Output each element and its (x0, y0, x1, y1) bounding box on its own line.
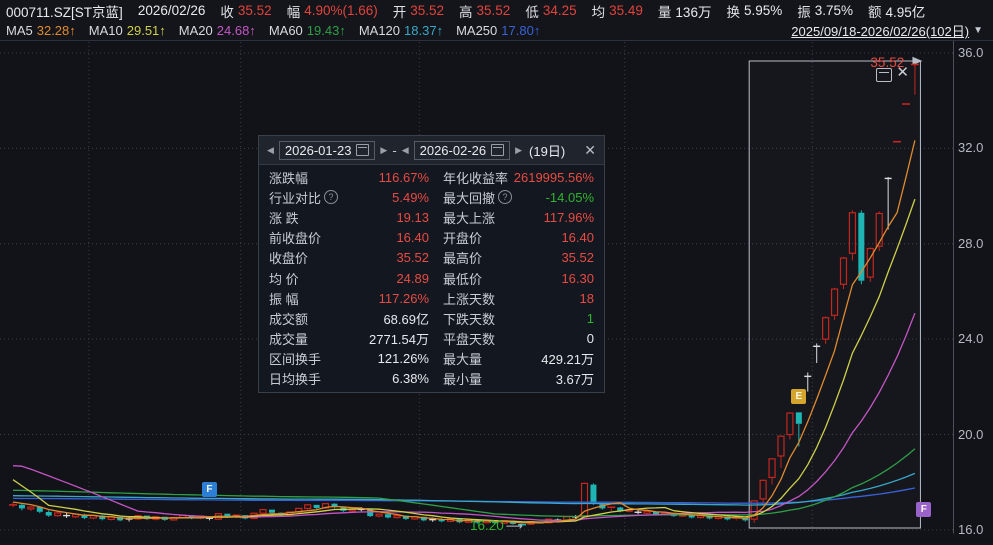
stats-row: 区间换手 121.26% 最大量 429.21万 (269, 351, 594, 368)
panel-body: 涨跌幅 116.67% 年化收益率 2619995.56% 行业对比? 5.49% 最大回撤… (259, 165, 604, 392)
quote-field: 量 136万 (657, 4, 712, 20)
quote-field: 幅 4.90%(1.66) (286, 3, 378, 20)
quote-field: 低 34.25 (525, 3, 577, 20)
calendar-icon (491, 144, 505, 156)
quote-field: 换 5.95% (726, 3, 783, 20)
quote-field: 收 35.52 (220, 3, 272, 20)
save-range-icon[interactable] (876, 68, 893, 82)
date-range-selector[interactable]: 2025/09/18-2026/02/26(102日) ▼ (791, 21, 983, 40)
ma-indicator[interactable]: MA60 19.43↑ (268, 23, 346, 38)
y-axis-label: 24.0 (958, 331, 984, 347)
end-date-value: 2026-02-26 (419, 142, 487, 158)
stats-row: 成交额 68.69亿 下跌天数 1 (269, 310, 594, 327)
close-selection-icon[interactable]: ✕ (896, 64, 909, 81)
last-price-label: 35.52 (870, 55, 905, 70)
range-stats-panel: ◀ 2026-01-23 ▶ - ◀ 2026-02-26 ▶ (19日) ✕ … (258, 135, 605, 394)
stats-row: 涨 跌 19.13 最大上涨 117.96% (269, 209, 594, 226)
panel-header: ◀ 2026-01-23 ▶ - ◀ 2026-02-26 ▶ (19日) ✕ (259, 136, 604, 165)
ma-items: MA5 32.28↑ MA10 29.51↑ MA20 24.68↑ MA60 19.43↑ M… (6, 23, 540, 38)
low-price-value: 16.20 (470, 518, 504, 534)
quote-field: 开 35.52 (392, 3, 445, 20)
ma-indicator[interactable]: MA120 18.37↑ (358, 23, 444, 38)
chevron-down-icon: ▼ (973, 25, 983, 36)
prev-start-date-arrow[interactable]: ◀ (267, 144, 274, 155)
event-badge-f[interactable]: F (201, 482, 217, 498)
range-days-count: (19日) (529, 143, 566, 159)
next-end-date-arrow[interactable]: ▶ (515, 144, 523, 155)
ma-indicator-bar: MA5 32.28↑ MA10 29.51↑ MA20 24.68↑ MA60 19.43↑ M… (0, 21, 993, 40)
selection-box (748, 60, 921, 529)
ma-indicator[interactable]: MA250 17.80↑ (456, 23, 541, 38)
y-axis-label: 28.0 (958, 235, 984, 251)
start-date-value: 2026-01-23 (284, 142, 352, 158)
event-badge-f[interactable]: F (916, 502, 932, 518)
quote-date: 2026/02/26 (137, 3, 206, 18)
quote-field: 高 35.52 (459, 3, 511, 20)
stats-row: 振 幅 117.26% 上涨天数 18 (269, 290, 594, 307)
quote-field: 振 3.75% (797, 3, 854, 20)
date-range-label: 2025/09/18-2026/02/26(102日) (791, 24, 970, 39)
ma-line-ma5 (12, 140, 916, 524)
prev-end-date-arrow[interactable]: ◀ (401, 144, 409, 155)
ma-lines-layer (12, 140, 916, 524)
date-separator: - (392, 142, 397, 158)
y-axis-label: 20.0 (958, 426, 984, 442)
event-badge-e[interactable]: E (791, 388, 807, 404)
stats-row: 前收盘价 16.40 开盘价 16.40 (269, 230, 594, 247)
stats-row: 涨跌幅 116.67% 年化收益率 2619995.56% (269, 169, 594, 186)
next-start-date-arrow[interactable]: ▶ (380, 144, 388, 155)
y-axis-label: 36.0 (958, 45, 984, 60)
start-date-picker[interactable]: 2026-01-23 (278, 140, 376, 160)
ma-indicator[interactable]: MA10 29.51↑ (88, 23, 166, 38)
help-icon[interactable]: ? (324, 190, 339, 205)
quote-field: 均 35.49 (591, 3, 643, 20)
selection-arrow-icon (912, 56, 923, 66)
ma-line-ma60 (12, 448, 916, 518)
y-axis-label: 16.0 (958, 521, 984, 537)
ma-indicator[interactable]: MA20 24.68↑ (178, 23, 256, 38)
stats-row: 行业对比? 5.49% 最大回撤? -14.05% (269, 189, 594, 206)
quote-bar: 000711.SZ[ST京蓝] 2026/02/26 收 35.52 幅 4.90%(… (0, 0, 993, 21)
arrow-right-icon: ⟶ (505, 518, 523, 533)
ma-indicator[interactable]: MA5 32.28↑ (6, 23, 76, 38)
stats-row: 均 价 24.89 最低价 16.30 (269, 270, 594, 287)
quote-fields: 收 35.52 幅 4.90%(1.66) 开 35.52 高 35.52 低 34.25 均 35.… (220, 1, 925, 21)
calendar-icon (356, 144, 370, 156)
end-date-picker[interactable]: 2026-02-26 (413, 140, 511, 160)
help-icon[interactable]: ? (498, 190, 513, 205)
y-axis-label: 32.0 (958, 140, 984, 156)
stats-row: 日均换手 6.38% 最小量 3.67万 (269, 371, 594, 388)
quote-field: 额 4.95亿 (868, 4, 926, 20)
panel-close-icon[interactable]: ✕ (584, 141, 596, 158)
low-price-marker: 16.20 ⟶ (470, 518, 523, 533)
stock-code[interactable]: 000711.SZ[ST京蓝] (6, 4, 123, 20)
stats-row: 收盘价 35.52 最高价 35.52 (269, 250, 594, 267)
stats-row: 成交量 2771.54万 平盘天数 0 (269, 331, 594, 348)
